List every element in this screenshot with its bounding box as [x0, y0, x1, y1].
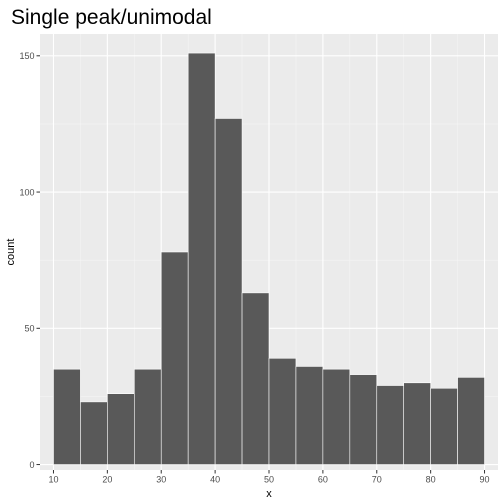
- histogram-bar: [403, 382, 431, 465]
- histogram-bar: [457, 377, 485, 465]
- x-tick-label: 60: [318, 475, 328, 485]
- x-tick-label: 70: [372, 475, 382, 485]
- x-tick-label: 50: [264, 475, 274, 485]
- bars: [53, 52, 485, 465]
- histogram-bar: [295, 366, 324, 465]
- histogram-bar: [322, 368, 351, 465]
- histogram-bar: [241, 292, 270, 465]
- y-tick-label: 50: [24, 324, 34, 334]
- y-axis: 0 50 100 150: [19, 51, 40, 470]
- histogram-bar: [107, 393, 135, 465]
- histogram-bar: [80, 401, 108, 465]
- x-axis-title: x: [266, 488, 272, 500]
- histogram-bar: [187, 52, 216, 465]
- histogram-bar: [53, 368, 81, 465]
- histogram-bar: [376, 385, 405, 465]
- chart-title: Single peak/unimodal: [11, 6, 212, 29]
- x-tick-label: 90: [480, 475, 490, 485]
- y-tick-label: 100: [19, 187, 34, 197]
- histogram-bar: [430, 387, 458, 465]
- x-tick-label: 80: [426, 475, 436, 485]
- y-tick-label: 0: [29, 460, 34, 470]
- histogram-bar: [268, 357, 297, 465]
- x-axis: 10 20 30 40 50 60 70 80 90: [48, 470, 490, 485]
- y-axis-title: count: [5, 239, 17, 266]
- x-tick-label: 40: [210, 475, 220, 485]
- x-tick-label: 30: [156, 475, 166, 485]
- histogram-bar: [133, 368, 162, 465]
- y-tick-label: 150: [19, 51, 34, 61]
- x-tick-label: 10: [48, 475, 58, 485]
- x-tick-label: 20: [102, 475, 112, 485]
- histogram-bar: [160, 251, 189, 465]
- histogram-bar: [349, 374, 378, 465]
- histogram-bar: [214, 118, 243, 465]
